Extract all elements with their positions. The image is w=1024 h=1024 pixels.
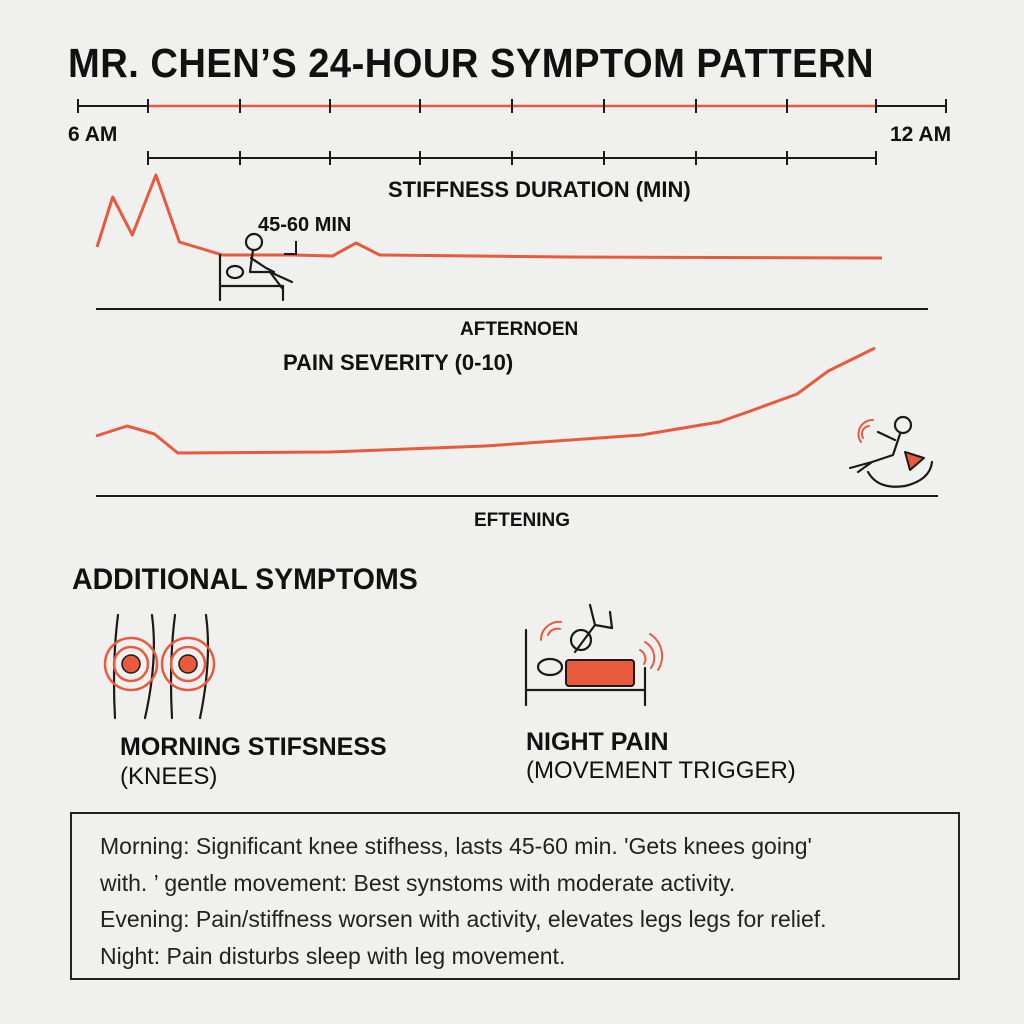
main-timeline bbox=[77, 99, 947, 113]
note-line: with. ’ gentle movement: Best synstoms w… bbox=[100, 869, 736, 896]
knees-icon bbox=[103, 613, 216, 720]
pain-series-line bbox=[95, 346, 876, 455]
stiffness-chart-title: STIFFNESS DURATION (MIN) bbox=[388, 177, 691, 202]
note-line: Evening: Pain/stiffness worsen with acti… bbox=[100, 906, 827, 932]
stiffness-series-line bbox=[95, 173, 883, 260]
note-line: Night: Pain disturbs sleep with leg move… bbox=[100, 942, 566, 969]
notes-box: Morning: Significant knee stifhess, last… bbox=[70, 812, 960, 980]
night-pain-title: NIGHT PAIN bbox=[526, 728, 669, 756]
note-line: Morning: Significant knee stifhess, last… bbox=[100, 833, 812, 859]
morning-stiffness-subtitle: (KNEES) bbox=[120, 763, 218, 790]
night-pain-subtitle: (MOVEMENT TRIGGER) bbox=[526, 757, 796, 784]
pain-chart-title: PAIN SEVERITY (0-10) bbox=[283, 350, 514, 375]
timeline-end-label: 12 AM bbox=[890, 123, 952, 146]
duration-scale bbox=[147, 151, 877, 165]
pain-chart-xlabel: EFTENING bbox=[474, 510, 571, 531]
person-resting-legs-icon bbox=[848, 415, 934, 488]
timeline-start-label: 6 AM bbox=[68, 123, 118, 146]
additional-symptoms-title: ADDITIONAL SYMPTOMS bbox=[72, 563, 418, 596]
night-pain-bed-icon bbox=[524, 603, 664, 707]
morning-stiffness-title: MORNING STIFSNESS bbox=[120, 733, 387, 761]
page-title: MR. CHEN’S 24-HOUR SYMPTOM PATTERN bbox=[68, 40, 875, 86]
person-sitting-on-bed-icon bbox=[218, 232, 294, 302]
annotation-leader bbox=[284, 241, 297, 255]
stiffness-chart-xlabel: AFTERNOEN bbox=[460, 319, 579, 340]
stiffness-annotation: 45-60 MIN bbox=[258, 214, 352, 236]
